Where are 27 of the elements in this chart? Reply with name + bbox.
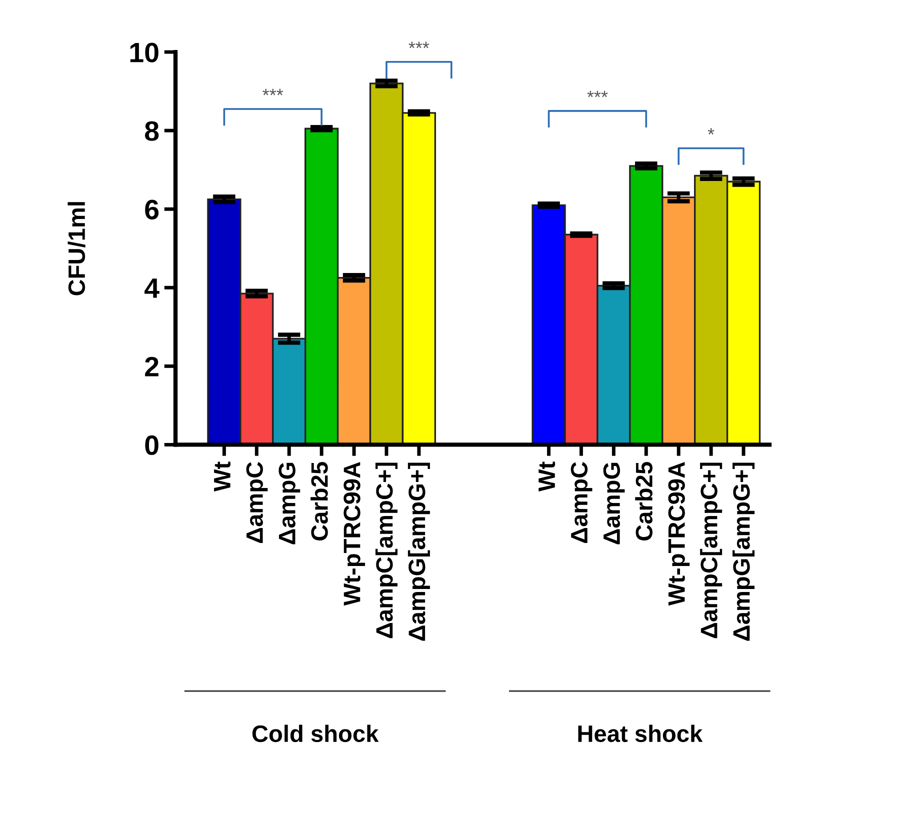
y-tick-label: 8 bbox=[144, 121, 159, 141]
text: Cold shock bbox=[252, 724, 379, 742]
text: *** bbox=[408, 42, 430, 48]
x-tick-label: ΔampG[ampG+] bbox=[408, 462, 430, 641]
x-tick-label: ΔampC bbox=[570, 462, 592, 543]
y-axis-title: CFU/1ml bbox=[68, 202, 86, 296]
x-tick-label: Wt-pTRC99A bbox=[344, 462, 366, 606]
x-tick-label: ΔampG bbox=[603, 462, 625, 544]
annotation: *** bbox=[587, 90, 608, 98]
x-tick-label: Carb25 bbox=[635, 462, 652, 540]
x-tick-label: ΔampG[ampG+] bbox=[732, 462, 755, 641]
annotation: *** bbox=[262, 88, 284, 96]
annotation: * bbox=[708, 128, 714, 134]
x-tick-label: Wt bbox=[214, 462, 230, 492]
x-tick-label: Wt bbox=[538, 462, 556, 492]
x-tick-label: ΔampC[ampC+] bbox=[375, 462, 398, 638]
y-tick-label: 2 bbox=[145, 356, 158, 376]
y-tick-label: 0 bbox=[145, 435, 158, 456]
x-tick-label: ΔampG bbox=[278, 462, 300, 544]
y-tick-label: 10 bbox=[130, 42, 158, 62]
text: Heat shock bbox=[578, 724, 703, 742]
y-tick-label: 6 bbox=[145, 200, 159, 220]
y-tick-label: 4 bbox=[144, 278, 160, 298]
x-tick-label: Wt-pTRC99A bbox=[668, 462, 690, 606]
x-tick-label: Carb25 bbox=[310, 462, 328, 540]
x-tick-label: ΔampC[ampC+] bbox=[700, 462, 722, 638]
x-tick-label: ΔampC bbox=[246, 462, 268, 543]
